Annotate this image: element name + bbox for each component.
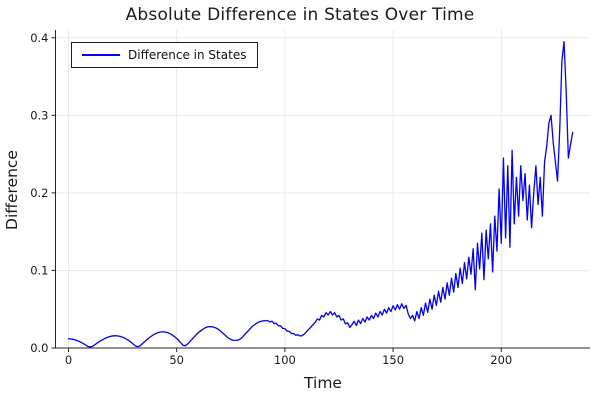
y-tick-label: 0.0: [30, 341, 48, 355]
x-axis-label: Time: [304, 374, 342, 392]
y-tick-label: 0.2: [30, 186, 48, 200]
y-tick-label: 0.3: [30, 108, 48, 122]
x-tick-label: 0: [65, 353, 72, 367]
y-axis-label: Difference: [3, 150, 21, 230]
legend-label: Difference in States: [128, 48, 247, 62]
y-tick-label: 0.1: [30, 263, 48, 277]
x-tick-label: 200: [490, 353, 512, 367]
x-tick-label: 50: [169, 353, 184, 367]
y-tick-label: 0.4: [30, 31, 48, 45]
x-tick-label: 100: [274, 353, 296, 367]
legend-line-swatch: [82, 54, 120, 56]
chart-title: Absolute Difference in States Over Time: [125, 5, 475, 25]
legend: Difference in States: [71, 42, 259, 68]
data-line-difference-in-states: [67, 40, 574, 348]
x-tick-label: 150: [382, 353, 404, 367]
